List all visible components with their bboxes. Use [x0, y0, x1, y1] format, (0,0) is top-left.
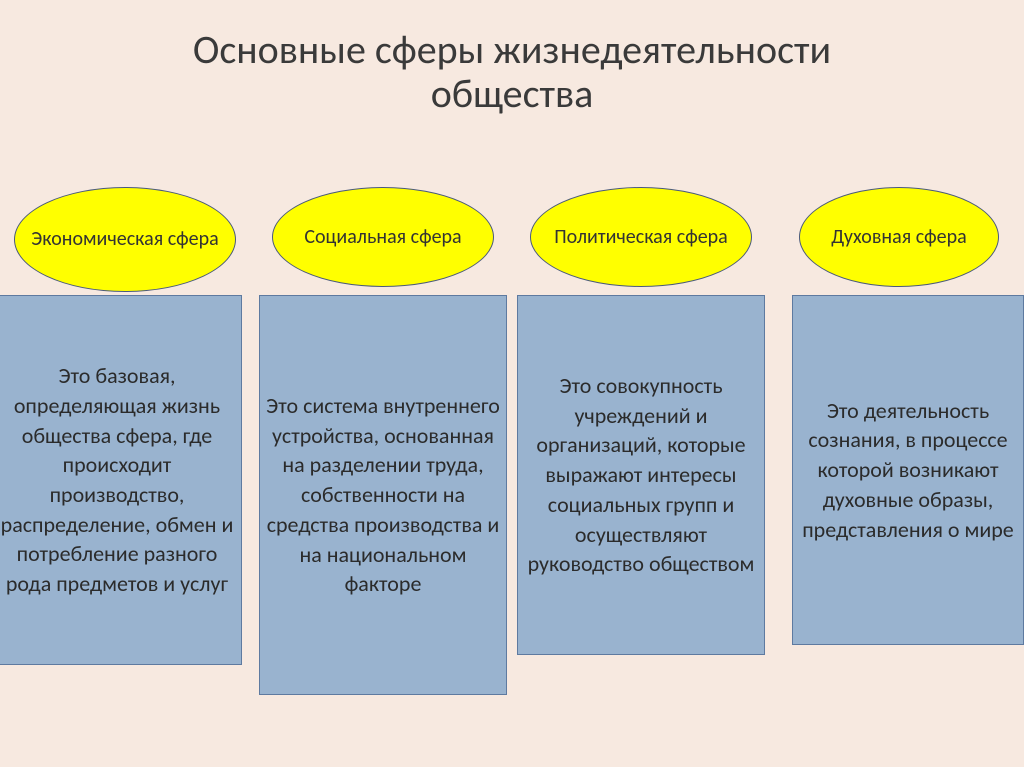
column-economic: Экономическая сфера Это базовая, определ… [0, 215, 250, 695]
page-title: Основные сферы жизнедеятельности обществ… [0, 0, 1024, 116]
box-economic: Это базовая, определяющая жизнь общества… [0, 295, 242, 665]
ellipse-economic: Экономическая сфера [14, 187, 236, 292]
box-social: Это система внутреннего устройства, осно… [259, 295, 507, 695]
column-political: Политическая сфера Это совокупность учре… [516, 215, 766, 695]
column-spiritual: Духовная сфера Это деятельность сознания… [774, 215, 1024, 695]
ellipse-political: Политическая сфера [530, 187, 752, 287]
columns-container: Экономическая сфера Это базовая, определ… [0, 215, 1024, 695]
title-line-2: общества [0, 72, 1024, 116]
title-line-1: Основные сферы жизнедеятельности [0, 28, 1024, 72]
column-social: Социальная сфера Это система внутреннего… [258, 215, 508, 695]
ellipse-social: Социальная сфера [272, 187, 494, 287]
box-political: Это совокупность учреждений и организаци… [517, 295, 765, 655]
box-spiritual: Это деятельность сознания, в процессе ко… [792, 295, 1024, 645]
ellipse-spiritual: Духовная сфера [799, 187, 999, 287]
